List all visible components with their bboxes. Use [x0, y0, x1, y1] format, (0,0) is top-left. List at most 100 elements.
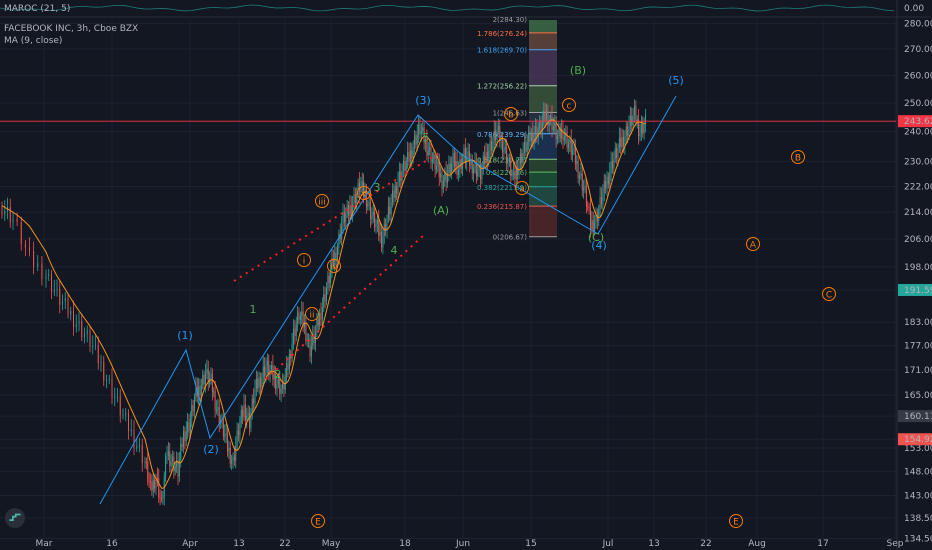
candle-body: [510, 159, 512, 177]
candle-body: [165, 456, 167, 477]
indicator-label: MAROC (21, 5): [4, 4, 71, 14]
candle-body: [342, 211, 344, 226]
candle-body: [357, 182, 359, 193]
candle-body: [136, 446, 138, 448]
candle-body: [133, 429, 135, 448]
candle-body: [275, 374, 277, 390]
candle-body: [335, 252, 337, 260]
candle-body: [117, 396, 118, 398]
fib-band: [529, 49, 557, 86]
candle-body: [515, 167, 517, 179]
wave-label-blue: (5): [668, 74, 684, 87]
candle-body: [308, 338, 310, 340]
candle-body: [200, 385, 202, 396]
candle-body: [328, 276, 330, 283]
wave-label-blue: (2): [203, 443, 219, 456]
candle-body: [403, 160, 404, 171]
candle-body: [246, 416, 248, 420]
candle-body: [620, 137, 622, 148]
candle-body: [282, 383, 283, 389]
candle-body: [621, 137, 623, 148]
candle-body: [178, 460, 180, 477]
wave-label-orange: v: [361, 190, 367, 200]
candle-body: [363, 180, 365, 195]
candle-body: [484, 155, 486, 164]
candle-body: [183, 430, 184, 447]
candle-body: [447, 173, 448, 183]
price-marker-label: 154.92: [904, 435, 932, 445]
candle-body: [317, 319, 319, 326]
candle-body: [331, 258, 333, 271]
candle-body: [48, 274, 50, 276]
candle-body: [361, 180, 363, 187]
candle-body: [310, 345, 312, 357]
wave-label-green: (A): [433, 204, 449, 217]
candle-body: [119, 396, 121, 416]
candle-body: [95, 344, 96, 346]
candle-body: [638, 119, 640, 137]
candle-body: [470, 159, 472, 166]
candle-body: [550, 115, 552, 121]
candle-body: [195, 387, 197, 398]
fib-level-label: 1(246.63): [493, 110, 528, 118]
candle-body: [106, 379, 107, 381]
candle-body: [233, 456, 235, 461]
candle-body: [103, 362, 105, 381]
candle-body: [535, 126, 536, 135]
wave-label-green: (B): [570, 64, 586, 77]
candle-body: [214, 391, 216, 411]
candle-body: [455, 161, 457, 167]
candle-body: [29, 247, 30, 252]
candle-body: [511, 173, 513, 177]
candle-body: [642, 123, 644, 134]
candle-body: [594, 222, 596, 232]
candle-body: [271, 365, 272, 371]
candle-body: [382, 235, 384, 248]
wave-label-orange: A: [750, 241, 757, 251]
candle-body: [141, 445, 143, 464]
candle-body: [337, 247, 338, 260]
candle-body: [330, 270, 332, 283]
candle-body: [441, 173, 443, 189]
candle-body: [561, 129, 563, 139]
candle-body: [385, 223, 387, 231]
fib-level-label: 0.382(221.89): [477, 184, 527, 192]
candle-body: [559, 127, 561, 139]
candle-body: [161, 497, 162, 499]
candle-body: [97, 344, 99, 364]
candle-body: [409, 150, 411, 163]
candle-body: [445, 171, 447, 183]
tradingview-logo-icon[interactable]: [5, 508, 25, 528]
candle-body: [41, 263, 43, 280]
candle-body: [635, 105, 637, 123]
candle-body: [378, 220, 380, 236]
fib-level-label: 0.5(226.56): [486, 169, 527, 177]
candle-body: [229, 447, 231, 464]
fib-level-label: 1.272(256.22): [477, 83, 527, 91]
candle-body: [464, 148, 466, 163]
wave-label-orange: c: [567, 102, 572, 112]
candle-body: [488, 151, 490, 162]
candle-body: [240, 410, 242, 423]
candle-body: [334, 252, 336, 266]
candle-body: [592, 220, 594, 232]
candle-body: [390, 202, 392, 215]
candle-body: [474, 162, 476, 168]
price-marker: [898, 283, 932, 296]
candle-body: [418, 124, 420, 135]
price-tick-label: 198.00: [904, 263, 932, 273]
candle-body: [75, 323, 77, 328]
candle-body: [327, 276, 329, 289]
candle-body: [554, 123, 556, 127]
time-tick-label: Jul: [602, 539, 614, 549]
candle-body: [497, 125, 499, 130]
candle-body: [247, 412, 249, 417]
candle-body: [148, 481, 150, 483]
candle-body: [442, 180, 444, 189]
candle-body: [492, 140, 494, 151]
wave-label-orange: a: [519, 185, 525, 195]
candle-body: [202, 374, 204, 386]
fib-level-label: 1.618(269.70): [477, 47, 527, 55]
